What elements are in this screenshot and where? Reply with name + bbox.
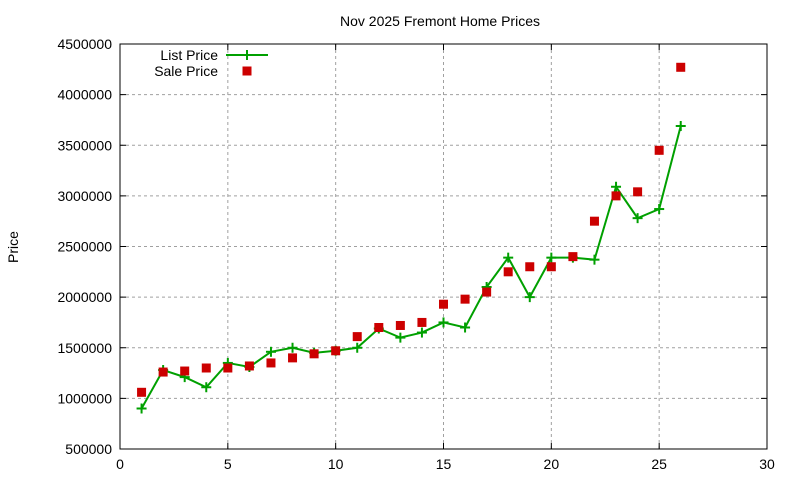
sale-price-point [589,216,599,226]
y-tick-label: 4500000 [57,36,112,52]
sale-price-point [331,346,341,356]
list-price-point [416,327,427,338]
sale-price-point [676,62,686,72]
y-tick-label: 3500000 [57,137,112,153]
x-tick-label: 0 [116,456,124,472]
x-tick-label: 30 [759,456,775,472]
y-tick-label: 2500000 [57,239,112,255]
sale-price-point [137,387,147,397]
sale-price-point [417,317,427,327]
sale-price-point [439,299,448,309]
y-axis-label: Price [5,231,21,263]
sale-price-point [288,353,298,363]
sale-price-point [266,358,276,368]
legend-label-list-price: List Price [160,47,218,63]
sale-price-point [352,332,362,342]
y-tick-label: 1500000 [57,340,112,356]
legend-label-sale-price: Sale Price [154,63,218,79]
list-price-point [654,204,665,215]
y-tick-label: 3000000 [57,188,112,204]
list-price-point [395,332,406,343]
sale-price-point [180,366,190,376]
sale-price-point [482,287,492,297]
list-price-line [140,125,682,409]
legend-marker-sale-price [242,66,252,76]
sale-price-point [201,363,211,373]
ticks: 0 5 10 15 20 25 30 500000 1000000 1500000 2000000 2… [57,36,775,472]
x-tick-label: 15 [436,456,452,472]
list-price-point [524,292,535,303]
legend: List Price Sale Price [154,47,268,79]
sale-price-point [503,267,513,277]
chart-title: Nov 2025 Fremont Home Prices [340,13,540,29]
sale-price-point [633,187,643,197]
list-price-point [460,322,471,333]
sale-price-point [158,367,168,377]
x-tick-label: 5 [224,456,232,472]
list-price-point [287,342,298,353]
sale-price-point [460,294,470,304]
sale-price-point [546,262,556,272]
y-tick-label: 2000000 [57,289,112,305]
sale-price-point [244,361,254,371]
series [136,50,686,414]
sale-price-point [395,320,405,330]
list-price-point [503,252,514,263]
list-price-point [201,382,212,393]
list-price-point [352,342,363,353]
list-price-point [611,181,622,192]
list-price-point [265,346,276,357]
sale-price-point [223,363,233,373]
sale-price-point [374,323,384,332]
sale-price-point [568,252,578,262]
list-price-point [675,121,686,132]
y-tick-label: 1000000 [57,390,112,406]
list-price-point [136,403,147,414]
list-price-point [632,213,643,224]
list-price-point [589,254,600,265]
y-tick-label: 4000000 [57,87,112,103]
x-tick-label: 10 [328,456,344,472]
sale-price-point [309,349,319,359]
sale-price-point [611,191,621,201]
grid [120,44,767,449]
sale-price-point [654,145,664,155]
x-tick-label: 25 [651,456,667,472]
sale-price-point [525,262,535,272]
x-tick-label: 20 [544,456,560,472]
y-tick-label: 500000 [65,441,112,457]
list-price-point [546,252,557,263]
list-price-point [438,317,449,328]
